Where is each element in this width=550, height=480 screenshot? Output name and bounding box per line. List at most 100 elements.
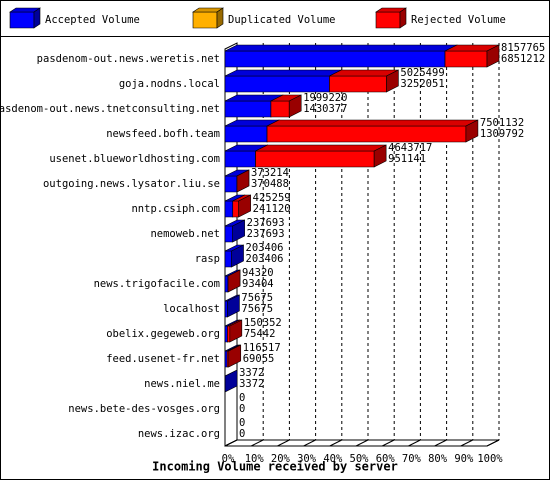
tick-mark	[303, 439, 316, 447]
x-axis-title: Incoming Volume received by server	[152, 460, 398, 474]
bar-rejected-face	[255, 150, 375, 168]
x-tick-label: 20%	[271, 453, 291, 465]
tick-mark	[250, 439, 264, 447]
value-label: 237693	[247, 228, 285, 240]
y-tick-label: rasp	[195, 253, 220, 265]
bar-rejected-face	[373, 144, 387, 168]
bar-rejected-face	[255, 144, 387, 152]
legend-label: Rejected Volume	[411, 14, 506, 26]
bar-rejected-face	[232, 200, 239, 218]
legend-swatch	[33, 7, 41, 29]
y-tick-label: usenet.blueworldhosting.com	[49, 153, 220, 165]
bar-accepted-face	[224, 275, 229, 293]
value-label: 1999220	[303, 92, 347, 104]
bar-rejected	[227, 269, 241, 293]
y-tick-label: nemoweb.net	[150, 228, 220, 240]
bar-rejected	[444, 44, 500, 68]
bar-accepted	[224, 44, 458, 68]
bar-rejected-face	[486, 44, 500, 68]
bar-accepted-face	[224, 50, 446, 68]
tick-mark	[224, 439, 238, 447]
bar-rejected-face	[236, 169, 250, 193]
x-tick-label: 100%	[477, 453, 503, 465]
bar-accepted-face	[224, 125, 268, 143]
value-label: 4643717	[388, 142, 432, 154]
value-label: 370488	[251, 178, 289, 190]
value-label: 94320	[242, 267, 274, 279]
legend-label: Duplicated Volume	[228, 14, 335, 26]
bar-accepted	[224, 69, 342, 93]
value-label: 6851212	[501, 53, 545, 65]
bar-rejected-face	[229, 319, 243, 343]
value-label: 3372	[239, 367, 264, 379]
bar-accepted-face	[224, 300, 228, 318]
bar-accepted-face	[224, 250, 232, 268]
bar-accepted-face	[232, 219, 245, 243]
tick-mark	[486, 439, 500, 447]
tick-mark	[460, 439, 474, 447]
legend-swatch	[216, 7, 224, 29]
bar-rejected	[270, 94, 302, 118]
x-tick-label: 40%	[323, 453, 343, 465]
bar-accepted-face	[224, 369, 238, 393]
bar-accepted	[224, 369, 238, 393]
tick-mark	[434, 439, 447, 447]
tick-mark	[277, 439, 290, 447]
bar-rejected	[232, 194, 251, 218]
bar-accepted-face	[224, 225, 233, 243]
value-label: 951141	[388, 153, 426, 165]
bar-rejected	[236, 169, 250, 193]
bar-accepted	[224, 219, 245, 243]
bar-rejected-face	[329, 75, 387, 93]
bar-accepted-face	[227, 294, 240, 318]
bar-accepted-face	[224, 175, 238, 193]
bar-rejected-face	[227, 269, 241, 293]
y-tick-label: goja.nodns.local	[119, 78, 220, 90]
bar-rejected-face	[444, 50, 488, 68]
bar-accepted-face	[224, 75, 330, 93]
legend-swatch	[399, 7, 407, 29]
bar-rejected-face	[238, 194, 251, 218]
y-tick-label: news.izac.org	[138, 428, 220, 440]
value-label: 3372	[239, 378, 264, 390]
x-tick-label: 10%	[245, 453, 265, 465]
bar-accepted-face	[224, 69, 342, 77]
value-label: 150352	[244, 317, 282, 329]
tick-mark	[381, 439, 395, 447]
bar-accepted-face	[224, 200, 234, 218]
y-tick-label: news.bete-des-vosges.org	[68, 403, 220, 415]
y-tick-label: pasdenom-out.news.tnetconsulting.net	[0, 103, 220, 115]
value-label: 237693	[247, 217, 285, 229]
value-label: 0	[239, 392, 245, 404]
x-tick-label: 50%	[350, 453, 370, 465]
y-tick-label: news.niel.me	[144, 378, 220, 390]
y-tick-label: outgoing.news.lysator.liu.se	[43, 178, 220, 190]
value-label: 0	[239, 428, 245, 440]
legend-swatch	[9, 11, 35, 29]
bar-accepted-face	[224, 44, 458, 52]
legend-swatch	[375, 11, 401, 29]
value-label: 116517	[243, 342, 281, 354]
bar-rejected	[255, 144, 387, 168]
value-label: 75675	[241, 303, 273, 315]
bar-rejected	[227, 319, 243, 343]
bar-rejected-face	[288, 94, 302, 118]
value-label: 203406	[246, 242, 284, 254]
x-tick-label: 80%	[428, 453, 448, 465]
bar-rejected-face	[465, 119, 479, 143]
value-label: 69055	[243, 353, 275, 365]
legend-swatch	[192, 11, 218, 29]
value-label: 3252051	[400, 78, 444, 90]
value-label: 425259	[253, 192, 291, 204]
bar-rejected	[329, 69, 399, 93]
x-tick-label: 30%	[297, 453, 317, 465]
x-tick-label: 70%	[402, 453, 422, 465]
tick-mark	[355, 439, 369, 447]
bar-rejected-face	[270, 100, 290, 118]
value-label: 373214	[251, 167, 289, 179]
tick-mark	[329, 439, 343, 447]
bar-rejected	[226, 344, 242, 368]
value-label: 0	[239, 417, 245, 429]
bar-accepted-face	[224, 350, 228, 368]
